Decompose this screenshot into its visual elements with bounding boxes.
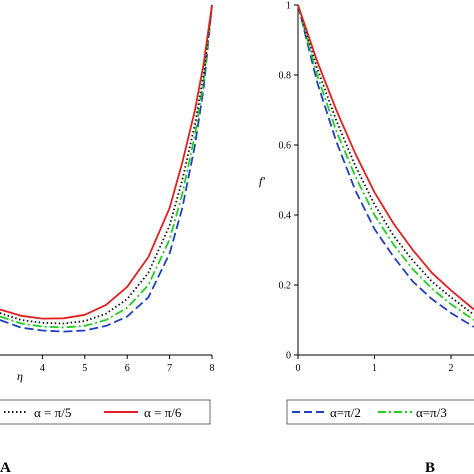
- series-line-2: [297, 4, 474, 321]
- series-line-3: [0, 4, 213, 325]
- panel-a-legend-label-pi5: α = π/5: [34, 405, 71, 420]
- panel-b-legend-label-pi3: α=π/3: [416, 405, 447, 420]
- panel-a-plot: 4 5 6 7 8: [0, 4, 215, 374]
- series-line-4: [0, 4, 213, 320]
- x-tick-label: 8: [210, 363, 215, 374]
- panel-b-legend: α=π/2 α=π/3: [286, 399, 474, 425]
- y-tick-label: 0: [286, 351, 291, 362]
- series-line-4: [297, 4, 474, 311]
- series-line-1: [297, 4, 474, 328]
- panel-a: 4 5 6 7 8 η α = π/5 α = π/6 A: [0, 4, 215, 474]
- series-line-1: [0, 4, 213, 333]
- x-tick-label: 4: [40, 363, 45, 374]
- x-tick-label: 2: [449, 363, 454, 374]
- y-tick-label: 0.6: [279, 141, 292, 152]
- panel-b-legend-label-pi2: α=π/2: [330, 405, 361, 420]
- series-line-2: [0, 4, 213, 329]
- x-tick-label: 1: [372, 363, 377, 374]
- x-tick-label: 0: [296, 363, 301, 374]
- panel-b: 0 1 2 0 0.2 0.4 0.6 0.8 1 f′ α=π/2 α=π/3 B: [259, 1, 474, 474]
- panel-b-plot: 0 1 2 0 0.2 0.4 0.6 0.8 1: [279, 1, 474, 374]
- x-tick-label: 6: [125, 363, 130, 374]
- x-tick-label: 5: [82, 363, 87, 374]
- panel-b-label: B: [425, 460, 435, 474]
- y-tick-label: 0.8: [279, 71, 292, 82]
- series-line-3: [297, 4, 474, 316]
- y-tick-label: 0.4: [279, 211, 292, 222]
- panel-a-label: A: [0, 460, 11, 474]
- panel-a-xlabel: η: [17, 369, 23, 383]
- panel-a-legend: α = π/5 α = π/6: [0, 399, 211, 425]
- panel-a-legend-label-pi6: α = π/6: [144, 405, 182, 420]
- y-tick-label: 1: [286, 1, 291, 12]
- panel-b-ylabel: f′: [259, 174, 265, 188]
- y-tick-label: 0.2: [279, 281, 292, 292]
- x-tick-label: 7: [167, 363, 172, 374]
